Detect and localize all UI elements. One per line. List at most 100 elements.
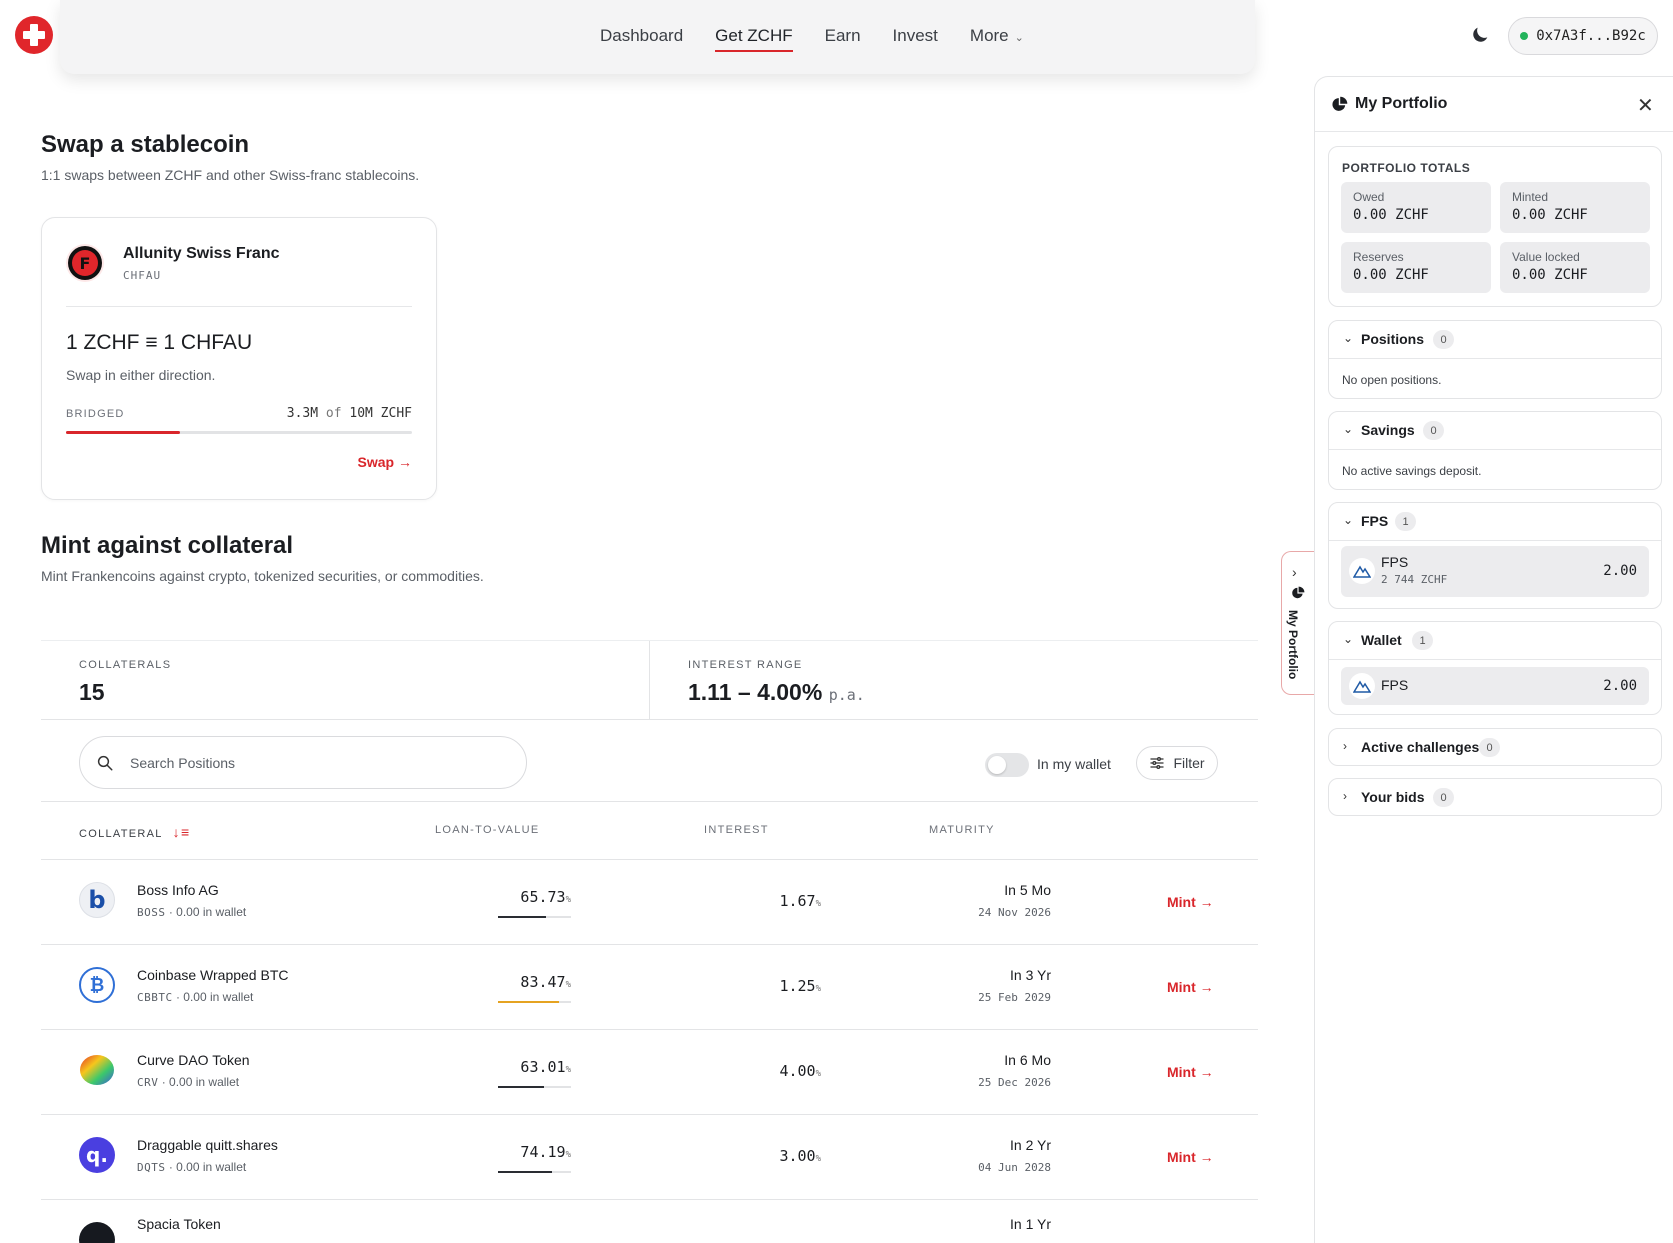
total-key: Value locked	[1512, 250, 1580, 264]
nav-background	[60, 0, 1255, 74]
total-value: 0.00 ZCHF	[1353, 207, 1429, 223]
chevron-down-icon: ⌄	[1014, 32, 1024, 44]
divider	[66, 306, 412, 307]
interest-number: 4.00	[779, 1062, 816, 1080]
in-wallet-toggle[interactable]	[985, 753, 1029, 777]
portfolio-totals: PORTFOLIO TOTALS Owed 0.00 ZCHF Minted 0…	[1328, 146, 1662, 307]
wallet-section: ⌄ Wallet 1 FPS 2.00	[1328, 621, 1662, 715]
nav-get-zchf[interactable]: Get ZCHF	[715, 18, 794, 54]
bridged-cap: 10M ZCHF	[349, 406, 412, 421]
ltv-number: 65.73	[520, 888, 566, 906]
asset-value: 2.00	[1603, 678, 1637, 694]
maturity-relative: In 1 Yr	[1010, 1216, 1051, 1232]
challenges-toggle[interactable]: › Active challenges 0	[1329, 729, 1661, 765]
section-body: FPS 2.00	[1329, 659, 1661, 705]
swap-rate-subtitle: Swap in either direction.	[66, 367, 216, 383]
filter-button[interactable]: Filter	[1136, 746, 1218, 780]
bids-toggle[interactable]: › Your bids 0	[1329, 779, 1661, 815]
bids-section: › Your bids 0	[1328, 778, 1662, 816]
top-navigation: Dashboard Get ZCHF Earn Invest More ⌄ 0x7…	[0, 0, 1673, 74]
count-badge: 0	[1433, 788, 1454, 807]
mint-button[interactable]: Mint →	[1167, 979, 1214, 995]
column-interest[interactable]: INTEREST	[704, 824, 769, 836]
table-row[interactable]: b Boss Info AG BOSS · 0.00 in wallet 65.…	[41, 860, 1258, 945]
swiss-cross-logo[interactable]	[15, 16, 53, 54]
mint-label: Mint	[1167, 1149, 1196, 1165]
total-reserves: Reserves 0.00 ZCHF	[1341, 242, 1491, 293]
maturity-relative: In 2 Yr	[1010, 1137, 1051, 1153]
maturity-date: 24 Nov 2026	[978, 906, 1051, 919]
total-minted: Minted 0.00 ZCHF	[1500, 182, 1650, 233]
toggle-knob	[988, 756, 1006, 774]
mint-button[interactable]: Mint →	[1167, 1064, 1214, 1080]
count-badge: 1	[1395, 512, 1416, 531]
collateral-wallet: 0.00 in wallet	[176, 905, 247, 919]
nav-earn[interactable]: Earn	[824, 26, 861, 45]
nav-invest[interactable]: Invest	[892, 26, 938, 45]
collaterals-stat: COLLATERALS 15	[41, 641, 649, 719]
portfolio-side-tab[interactable]: › My Portfolio	[1281, 551, 1314, 695]
column-maturity[interactable]: MATURITY	[929, 824, 995, 836]
ltv-bar-fill	[498, 1171, 553, 1173]
search-field[interactable]	[79, 736, 527, 789]
interest-value: 3.00%	[731, 1147, 821, 1165]
nav-dashboard[interactable]: Dashboard	[600, 26, 684, 45]
mint-button[interactable]: Mint →	[1167, 1149, 1214, 1165]
count-badge: 0	[1479, 738, 1500, 757]
column-ltv[interactable]: LOAN-TO-VALUE	[435, 824, 540, 836]
search-input[interactable]	[130, 754, 490, 771]
mint-button[interactable]: Mint →	[1167, 894, 1214, 910]
boss-logo: b	[79, 882, 115, 918]
positions-toggle[interactable]: ⌄ Positions 0	[1329, 321, 1661, 357]
interest-value: 1.25%	[731, 977, 821, 995]
moon-icon[interactable]	[1469, 24, 1491, 46]
ltv-bar-fill	[498, 1001, 559, 1003]
savings-section: ⌄ Savings 0 No active savings deposit.	[1328, 411, 1662, 490]
wallet-asset-row[interactable]: FPS 2.00	[1341, 667, 1649, 705]
fps-toggle[interactable]: ⌄ FPS 1	[1329, 503, 1661, 539]
count-badge: 0	[1423, 421, 1444, 440]
table-row[interactable]: Curve DAO Token CRV · 0.00 in wallet 63.…	[41, 1030, 1258, 1115]
percent-sign: %	[815, 984, 821, 994]
asset-value: 2.00	[1603, 563, 1637, 579]
close-icon[interactable]: ✕	[1637, 95, 1654, 117]
section-title: Your bids	[1361, 789, 1425, 805]
savings-toggle[interactable]: ⌄ Savings 0	[1329, 412, 1661, 448]
swap-title: Swap a stablecoin	[41, 131, 250, 158]
column-collateral[interactable]: COLLATERAL ↓≡	[79, 824, 190, 840]
collateral-table: b Boss Info AG BOSS · 0.00 in wallet 65.…	[41, 860, 1258, 1243]
arrow-right-icon: →	[1199, 894, 1214, 910]
percent-sign: %	[565, 1065, 571, 1075]
collateral-meta: DQTS · 0.00 in wallet	[137, 1160, 247, 1174]
chevron-right-icon: ›	[1343, 739, 1347, 753]
wallet-address-button[interactable]: 0x7A3f...B92c	[1508, 17, 1658, 55]
section-title: Savings	[1361, 422, 1415, 438]
maturity-date: 25 Feb 2029	[978, 991, 1051, 1004]
bridged-amount: 3.3M	[286, 406, 319, 421]
percent-sign: %	[815, 899, 821, 909]
maturity-relative: In 6 Mo	[1004, 1052, 1051, 1068]
arrow-right-icon: →	[398, 454, 412, 470]
pie-chart-icon	[1332, 96, 1348, 111]
collateral-name: Boss Info AG	[137, 882, 219, 898]
table-row[interactable]: q. Draggable quitt.shares DQTS · 0.00 in…	[41, 1115, 1258, 1200]
mint-section-header: Mint against collateral Mint Frankencoin…	[41, 532, 484, 584]
total-value: 0.00 ZCHF	[1353, 267, 1429, 283]
chevron-right-icon: ›	[1343, 789, 1347, 803]
positions-section: ⌄ Positions 0 No open positions.	[1328, 320, 1662, 399]
table-row[interactable]: ₿ Coinbase Wrapped BTC CBBTC · 0.00 in w…	[41, 945, 1258, 1030]
nav-more[interactable]: More ⌄	[970, 18, 1024, 54]
swap-button[interactable]: Swap →	[358, 454, 412, 470]
fps-asset-row[interactable]: FPS 2 744 ZCHF 2.00	[1341, 546, 1649, 597]
maturity-date: 04 Jun 2028	[978, 1161, 1051, 1174]
total-owed: Owed 0.00 ZCHF	[1341, 182, 1491, 233]
interest-range-stat: INTEREST RANGE 1.11 – 4.00% p.a.	[649, 641, 1258, 719]
in-wallet-label: In my wallet	[1037, 756, 1111, 772]
chevron-down-icon: ⌄	[1343, 331, 1354, 345]
swap-section-header: Swap a stablecoin 1:1 swaps between ZCHF…	[41, 131, 419, 183]
collateral-symbol: BOSS	[137, 906, 166, 919]
collateral-wallet: 0.00 in wallet	[176, 1160, 247, 1174]
table-row[interactable]: Spacia Token In 1 Yr	[41, 1200, 1258, 1243]
percent-sign: %	[565, 895, 571, 905]
wallet-toggle[interactable]: ⌄ Wallet 1	[1329, 622, 1661, 658]
